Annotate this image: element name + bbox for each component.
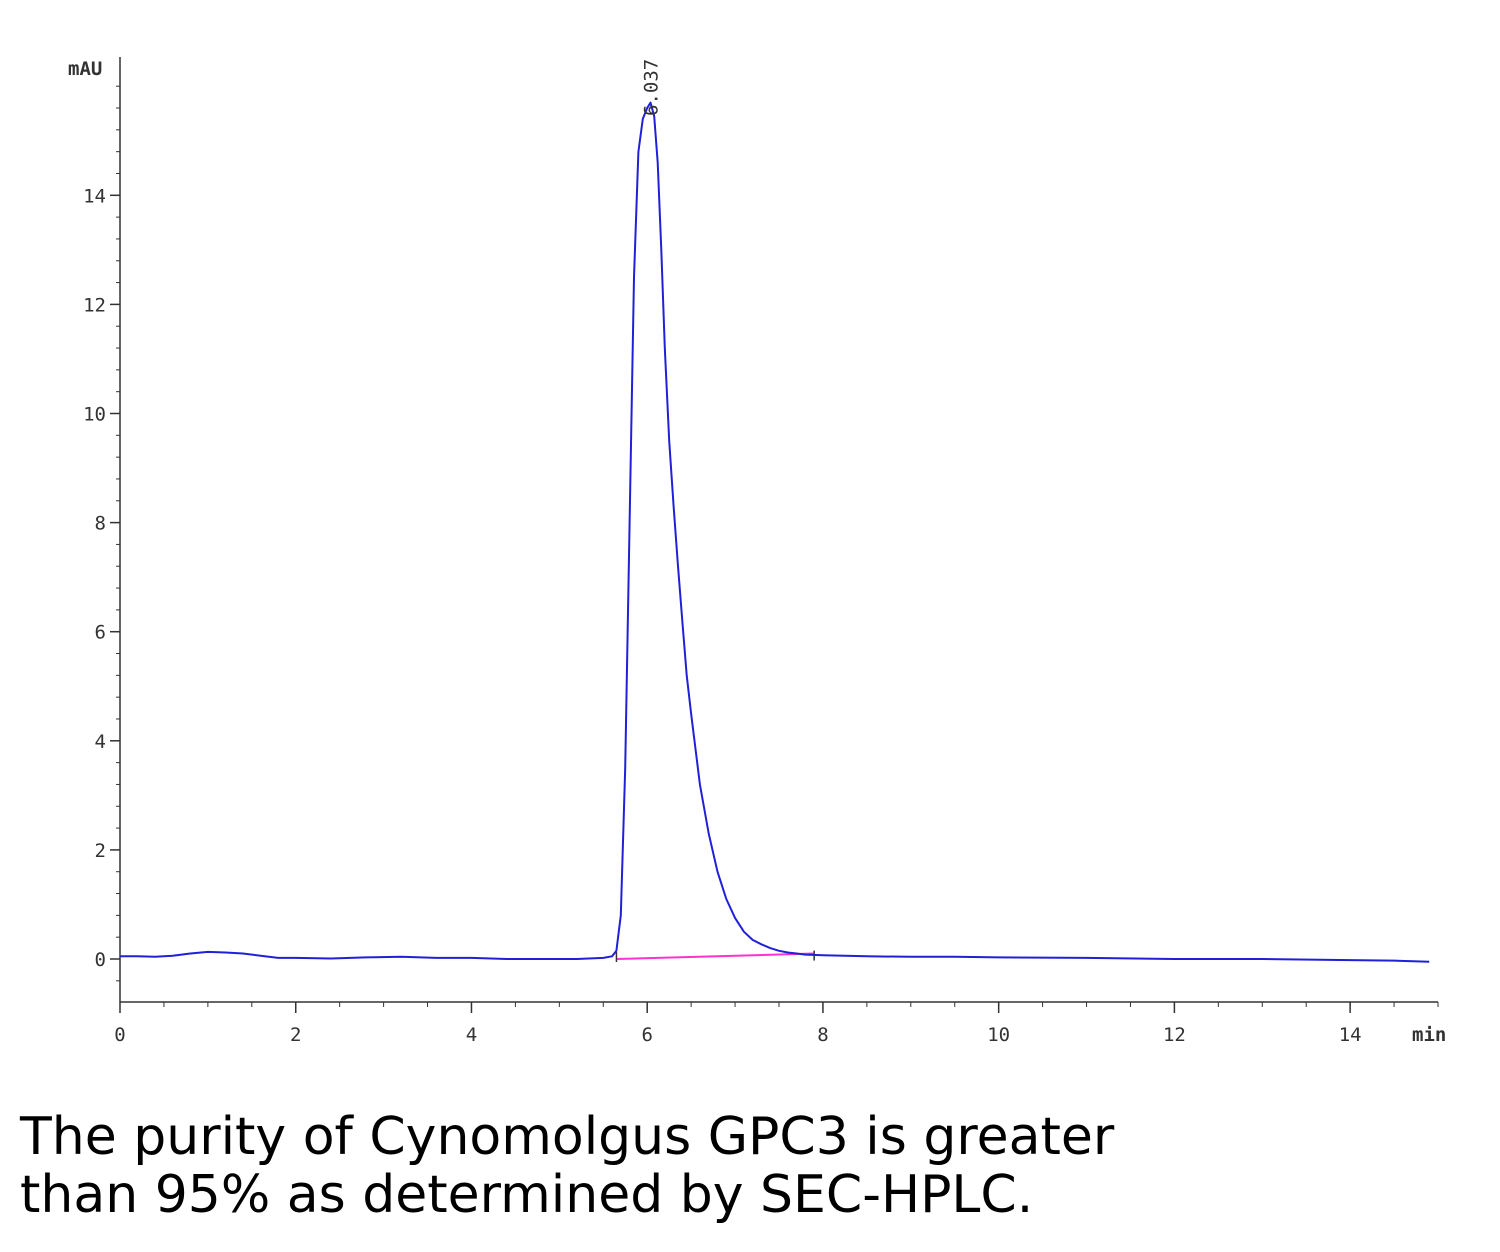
y-tick-label: 2 — [95, 840, 106, 862]
y-tick-label: 0 — [95, 949, 106, 971]
y-tick-label: 12 — [83, 294, 106, 316]
trace-layer — [120, 101, 1430, 963]
x-tick-label: 2 — [290, 1024, 301, 1046]
x-tick-label: 12 — [1163, 1024, 1186, 1046]
y-tick-label: 4 — [95, 731, 106, 753]
y-tick-label: 6 — [95, 622, 106, 644]
chromatogram-chart: 0 2 4 6 8 10 12 14 mAU 0 2 4 6 8 10 12 14 min 6.037 — [68, 57, 1446, 1046]
x-tick-label: 6 — [641, 1024, 652, 1046]
axes: 0 2 4 6 8 10 12 14 mAU 0 2 4 6 8 10 12 14 min — [68, 57, 1446, 1046]
caption-line-1: The purity of Cynomolgus GPC3 is greater — [20, 1107, 1115, 1167]
x-axis-unit-label: min — [1412, 1024, 1446, 1046]
x-tick-label: 10 — [987, 1024, 1010, 1046]
x-tick-label: 0 — [114, 1024, 125, 1046]
x-tick-label: 4 — [466, 1024, 477, 1046]
peak-retention-label: 6.037 — [640, 59, 662, 116]
figure-caption: The purity of Cynomolgus GPC3 is greater… — [20, 1108, 1420, 1224]
y-tick-label: 14 — [83, 185, 106, 207]
integration-baseline — [616, 952, 815, 960]
y-tick-label: 8 — [95, 513, 106, 535]
caption-line-2: than 95% as determined by SEC-HPLC. — [20, 1165, 1034, 1225]
x-tick-label: 8 — [817, 1024, 828, 1046]
y-axis-unit-label: mAU — [68, 58, 102, 80]
x-tick-label: 14 — [1339, 1024, 1362, 1046]
chromatogram-trace — [120, 101, 1430, 963]
annotation-layer: 6.037 — [640, 59, 662, 116]
y-tick-label: 10 — [83, 404, 106, 426]
